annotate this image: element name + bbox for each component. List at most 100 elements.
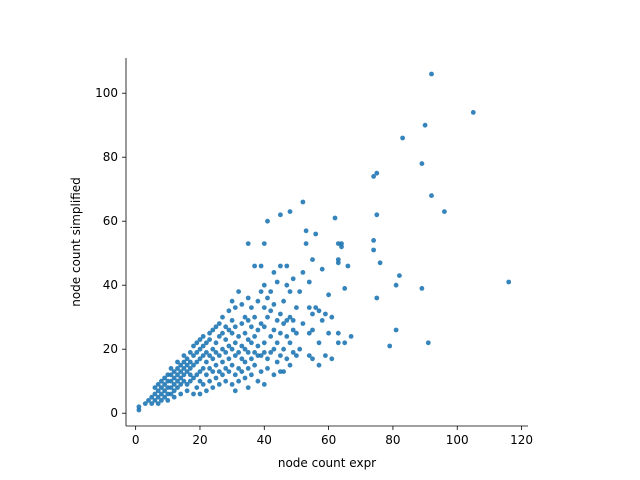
data-point bbox=[197, 378, 203, 384]
data-point bbox=[297, 346, 303, 352]
data-point bbox=[181, 372, 187, 378]
data-point bbox=[213, 324, 219, 330]
data-point bbox=[210, 327, 216, 333]
data-point bbox=[242, 330, 248, 336]
data-point bbox=[187, 378, 193, 384]
data-point bbox=[236, 378, 242, 384]
x-tick-label: 100 bbox=[446, 433, 469, 447]
data-point bbox=[194, 372, 200, 378]
data-point bbox=[261, 340, 267, 346]
data-point bbox=[287, 362, 293, 368]
data-point bbox=[281, 369, 286, 374]
data-point bbox=[393, 327, 399, 333]
data-point bbox=[303, 228, 309, 234]
data-point bbox=[223, 337, 229, 342]
data-point bbox=[191, 353, 196, 358]
data-point bbox=[335, 330, 341, 336]
data-point bbox=[470, 110, 476, 115]
data-point bbox=[265, 295, 270, 301]
data-point bbox=[281, 346, 286, 352]
data-point bbox=[226, 308, 232, 314]
y-tick-label: 20 bbox=[103, 342, 118, 356]
data-point bbox=[168, 366, 174, 371]
data-point bbox=[290, 318, 296, 323]
data-point bbox=[242, 346, 248, 352]
data-point bbox=[200, 334, 206, 339]
data-point bbox=[242, 359, 248, 365]
data-point bbox=[306, 279, 312, 285]
data-point bbox=[249, 305, 254, 310]
data-point bbox=[149, 401, 155, 406]
data-point bbox=[278, 330, 283, 336]
data-point bbox=[429, 193, 434, 199]
data-point bbox=[168, 391, 174, 397]
data-point bbox=[162, 375, 168, 381]
data-point bbox=[213, 362, 219, 368]
y-tick-label: 0 bbox=[110, 406, 118, 420]
x-tick-label: 20 bbox=[192, 433, 207, 447]
data-point bbox=[261, 305, 267, 310]
data-point bbox=[146, 398, 151, 403]
data-point bbox=[255, 298, 261, 304]
data-point bbox=[335, 257, 341, 262]
data-point bbox=[184, 369, 190, 374]
data-point bbox=[268, 308, 274, 314]
data-point bbox=[271, 346, 277, 352]
data-point bbox=[197, 337, 203, 342]
data-point bbox=[168, 378, 174, 384]
axes-layer bbox=[125, 58, 528, 427]
data-point bbox=[159, 385, 164, 390]
x-axis-label: node count expr bbox=[278, 456, 376, 470]
data-point bbox=[207, 330, 213, 336]
data-point bbox=[271, 302, 277, 307]
data-point bbox=[371, 238, 376, 243]
data-point bbox=[261, 241, 267, 247]
y-tick-label: 100 bbox=[95, 86, 118, 100]
data-point bbox=[191, 362, 196, 368]
data-point bbox=[200, 382, 206, 387]
data-point bbox=[155, 382, 161, 387]
data-point bbox=[204, 350, 209, 355]
data-point bbox=[171, 388, 177, 394]
data-point bbox=[204, 372, 209, 378]
data-point bbox=[348, 334, 354, 339]
data-point bbox=[371, 247, 376, 253]
data-point bbox=[306, 330, 312, 336]
data-point bbox=[261, 382, 267, 387]
data-point bbox=[226, 327, 232, 333]
data-point bbox=[213, 340, 219, 346]
data-point bbox=[232, 353, 238, 358]
data-point bbox=[284, 356, 290, 362]
data-point bbox=[281, 298, 286, 304]
data-point bbox=[278, 353, 283, 358]
data-point bbox=[342, 286, 348, 291]
data-point bbox=[261, 350, 267, 355]
data-point bbox=[268, 350, 274, 355]
data-point bbox=[284, 282, 290, 288]
data-point bbox=[316, 362, 322, 368]
data-point bbox=[226, 369, 232, 374]
data-point bbox=[290, 327, 296, 333]
data-point bbox=[310, 327, 315, 333]
data-point bbox=[287, 289, 293, 294]
data-point bbox=[165, 398, 171, 403]
data-point bbox=[159, 398, 164, 403]
data-point bbox=[274, 359, 280, 365]
y-tick-label: 40 bbox=[103, 278, 118, 292]
data-point bbox=[223, 378, 229, 384]
data-point bbox=[274, 318, 280, 323]
data-point bbox=[178, 362, 184, 368]
data-point bbox=[181, 366, 187, 371]
data-point bbox=[323, 353, 328, 358]
data-point bbox=[184, 388, 190, 394]
data-point bbox=[210, 356, 216, 362]
data-point bbox=[194, 340, 200, 346]
data-point bbox=[171, 369, 177, 374]
data-point bbox=[252, 362, 257, 368]
data-point bbox=[142, 401, 148, 406]
data-point bbox=[345, 263, 351, 269]
x-ticks: 0 20 40 60 80 100 120 bbox=[132, 426, 533, 447]
data-point bbox=[506, 279, 512, 285]
data-point bbox=[242, 375, 248, 381]
data-point bbox=[191, 391, 196, 397]
